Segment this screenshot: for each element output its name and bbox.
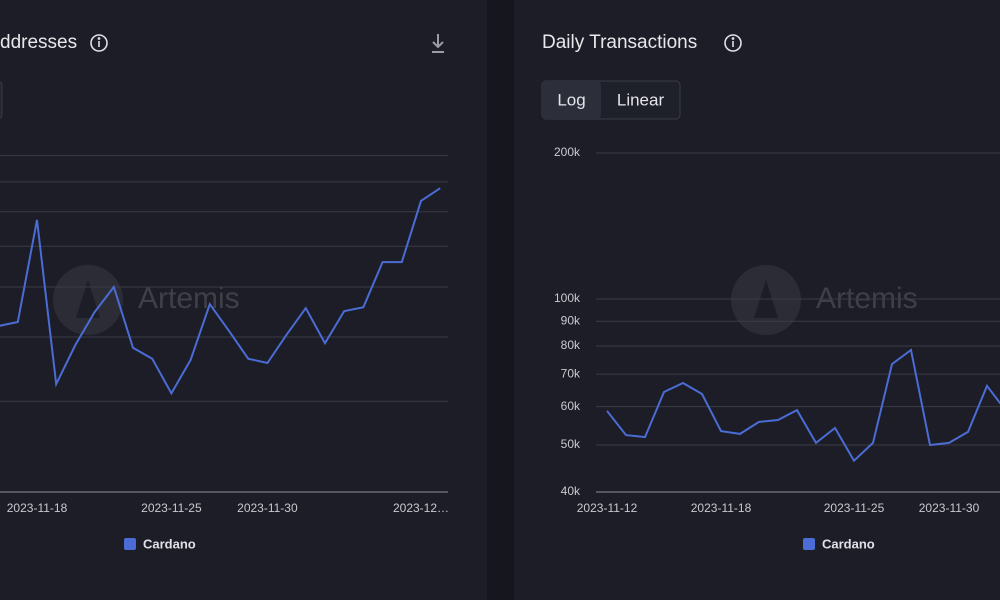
legend-label: Cardano: [822, 536, 875, 551]
y-tick-label: 70k: [561, 366, 581, 380]
y-tick-label: 40k: [561, 484, 581, 498]
download-icon[interactable]: [432, 34, 444, 53]
y-tick-label: 90k: [561, 313, 581, 327]
x-tick-label: 2023-11-12: [577, 501, 638, 515]
chart-title: ddresses: [0, 32, 77, 53]
watermark-logo: [53, 265, 801, 335]
button-label[interactable]: Linear: [617, 90, 665, 109]
y-tick-label: 60k: [561, 399, 581, 413]
x-tick-label: 2023-11-18: [691, 501, 752, 515]
legend-label: Cardano: [143, 536, 196, 551]
info-icon[interactable]: [90, 34, 108, 52]
data-line: [606, 348, 1000, 463]
watermark: Artemis: [816, 282, 918, 315]
button-label[interactable]: Log: [557, 90, 585, 109]
x-tick-label: 2023-11-25: [824, 501, 885, 515]
y-tick-label: 100k: [554, 291, 581, 305]
x-tick-label: 2023-11-25: [141, 501, 202, 515]
data-line: [0, 187, 441, 396]
legend-swatch: [124, 538, 136, 550]
cropped-button[interactable]: [0, 80, 3, 120]
x-tick-label: 2023-11-30: [919, 501, 980, 515]
info-icon[interactable]: [724, 34, 742, 52]
legend-swatch: [803, 538, 815, 550]
toggle-button[interactable]: [542, 81, 601, 119]
x-tick-label: 2023-11-30: [237, 501, 298, 515]
y-tick-label: 200k: [554, 145, 581, 159]
y-tick-label: 80k: [561, 338, 581, 352]
x-tick-label: 2023-11-18: [7, 501, 68, 515]
chart-title: Daily Transactions: [542, 32, 697, 53]
x-tick-label: 2023-12…: [393, 501, 449, 515]
y-tick-label: 50k: [561, 437, 581, 451]
